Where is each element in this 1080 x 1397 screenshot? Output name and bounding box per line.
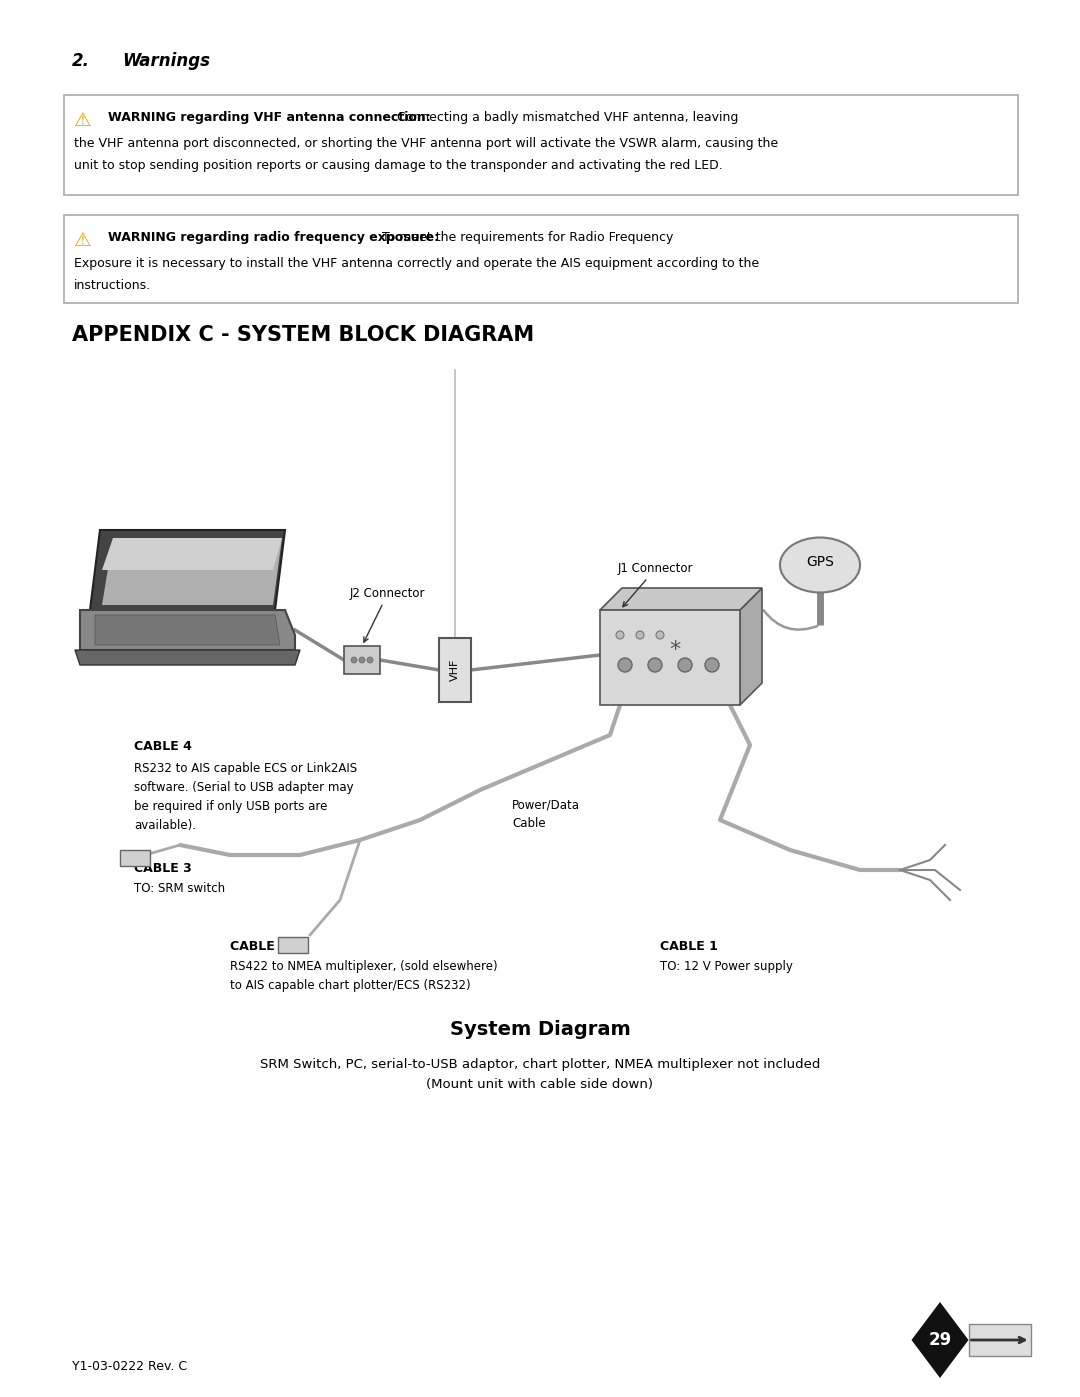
Bar [120,849,150,866]
Text: Y1-03-0222 Rev. C: Y1-03-0222 Rev. C [72,1361,187,1373]
Text: RS232 to AIS capable ECS or Link2AIS: RS232 to AIS capable ECS or Link2AIS [134,761,357,775]
Bar [969,1324,1030,1356]
Polygon shape [740,588,762,705]
Circle shape [618,658,632,672]
Text: CABLE 4: CABLE 4 [134,740,192,753]
Text: System Diagram: System Diagram [449,1020,631,1039]
Bar [438,638,471,703]
Ellipse shape [780,538,860,592]
Text: ⚠: ⚠ [75,110,92,130]
Text: VHF: VHF [450,659,460,682]
Circle shape [656,631,664,638]
Text: ⚠: ⚠ [75,231,92,250]
Text: the VHF antenna port disconnected, or shorting the VHF antenna port will activat: the VHF antenna port disconnected, or sh… [75,137,778,149]
Text: J1 Connector: J1 Connector [618,562,693,606]
Bar [345,645,380,673]
Bar [278,937,308,953]
Text: *: * [670,640,680,659]
Bar [600,610,740,705]
Text: CABLE 2: CABLE 2 [230,940,288,953]
Text: instructions.: instructions. [75,279,151,292]
Circle shape [359,657,365,664]
Circle shape [351,657,357,664]
Polygon shape [102,538,282,570]
Text: be required if only USB ports are: be required if only USB ports are [134,800,327,813]
Text: SRM Switch, PC, serial-to-USB adaptor, chart plotter, NMEA multiplexer not inclu: SRM Switch, PC, serial-to-USB adaptor, c… [260,1058,820,1071]
Text: Connecting a badly mismatched VHF antenna, leaving: Connecting a badly mismatched VHF antenn… [393,110,739,124]
Text: J2 Connector: J2 Connector [350,587,426,643]
Circle shape [616,631,624,638]
Text: available).: available). [134,819,195,833]
Text: Exposure it is necessary to install the VHF antenna correctly and operate the AI: Exposure it is necessary to install the … [75,257,759,270]
Circle shape [678,658,692,672]
Text: TO: 12 V Power supply: TO: 12 V Power supply [660,960,793,972]
Bar [64,215,1018,303]
Text: Warnings: Warnings [122,52,210,70]
Polygon shape [600,588,762,610]
Text: TO: SRM switch: TO: SRM switch [134,882,225,895]
Text: software. (Serial to USB adapter may: software. (Serial to USB adapter may [134,781,353,793]
Text: (Mount unit with cable side down): (Mount unit with cable side down) [427,1078,653,1091]
Text: RS422 to NMEA multiplexer, (sold elsewhere): RS422 to NMEA multiplexer, (sold elsewhe… [230,960,498,972]
Polygon shape [102,538,282,605]
Text: unit to stop sending position reports or causing damage to the transponder and a: unit to stop sending position reports or… [75,159,723,172]
Circle shape [636,631,644,638]
Polygon shape [95,615,280,645]
Circle shape [367,657,373,664]
Text: CABLE 3: CABLE 3 [134,862,192,875]
Text: Power/Data: Power/Data [512,798,580,812]
Bar [64,95,1018,196]
Polygon shape [912,1302,969,1377]
Text: WARNING regarding radio frequency exposure:: WARNING regarding radio frequency exposu… [108,231,440,244]
Text: WARNING regarding VHF antenna connection:: WARNING regarding VHF antenna connection… [108,110,431,124]
Circle shape [648,658,662,672]
Polygon shape [80,610,295,650]
Polygon shape [75,650,300,665]
Circle shape [705,658,719,672]
Text: 29: 29 [929,1331,951,1350]
Text: GPS: GPS [806,555,834,569]
Polygon shape [90,529,285,610]
Text: 2.: 2. [72,52,90,70]
Text: to AIS capable chart plotter/ECS (RS232): to AIS capable chart plotter/ECS (RS232) [230,979,471,992]
Text: APPENDIX C - SYSTEM BLOCK DIAGRAM: APPENDIX C - SYSTEM BLOCK DIAGRAM [72,326,535,345]
Text: Cable: Cable [512,817,545,830]
Text: To meet the requirements for Radio Frequency: To meet the requirements for Radio Frequ… [378,231,673,244]
Text: CABLE 1: CABLE 1 [660,940,718,953]
